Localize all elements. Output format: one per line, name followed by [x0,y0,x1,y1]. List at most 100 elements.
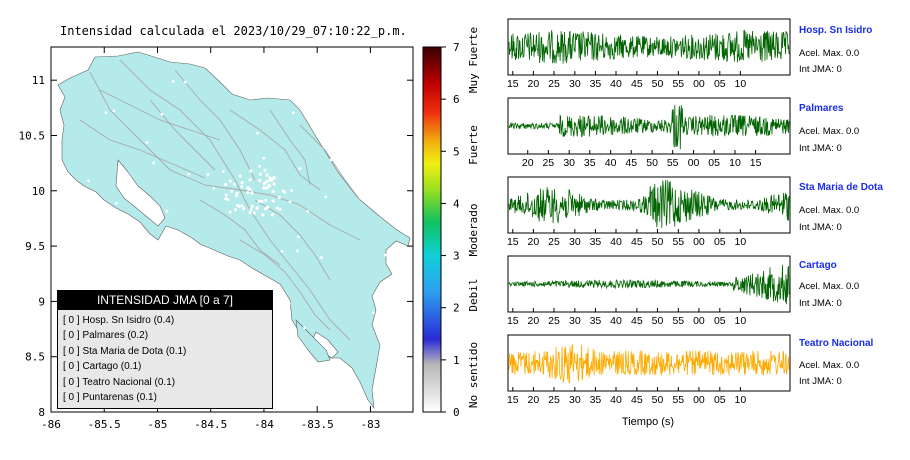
city-dot [252,211,256,215]
time-tick-label: 35 [590,236,602,248]
nicoya-gulf [115,159,166,227]
waveform-trace [508,264,790,305]
x-tick-label: -85.5 [88,418,121,431]
y-tick-label: 8 [38,406,45,419]
time-tick-label: 10 [735,236,747,248]
time-tick-label: 55 [672,315,684,327]
city-dot [268,176,272,179]
waveform-panel: 15 20 25 30 35 40 45 50 55 00 05 10 [507,176,791,248]
time-tick-label: 20 [528,315,540,327]
city-dot [112,109,116,113]
time-tick-label: 05 [714,78,726,90]
time-tick-label: 30 [569,236,581,248]
colorbar-intensity-label: Debil [467,278,480,311]
city-dot [183,80,187,84]
city-dot [271,189,275,194]
colorbar-intensity-label: No sentido [467,342,480,408]
time-tick-label: 40 [610,78,622,90]
legend-item: [ 0 ] Puntarenas (0.1) [63,391,157,403]
time-tick-label: 35 [590,315,602,327]
colorbar-gradient [422,46,442,413]
city-dot [239,285,243,288]
time-tick-label: 25 [542,157,554,169]
city-dot [145,140,149,144]
time-tick-label: 20 [522,157,534,169]
colorbar-tick-label: 5 [453,145,460,158]
city-dot [303,326,307,330]
city-dot [265,173,269,177]
time-tick-label: 05 [714,236,726,248]
intensity-legend: INTENSIDAD JMA [0 a 7] [ 0 ] Hosp. Sn Is… [57,290,273,409]
time-tick-label: 05 [714,394,726,406]
city-dot [283,190,287,194]
city-dot [228,210,232,214]
time-tick-label: 55 [667,157,679,169]
city-dot [369,156,373,160]
city-dot [283,308,287,311]
city-dot [154,210,158,214]
time-tick-label: 55 [672,236,684,248]
colorbar-tick-label: 6 [453,93,460,106]
city-dot [271,213,275,217]
city-dot [250,191,254,195]
city-dot [271,199,275,203]
station-int: Int JMA: 0 [799,143,842,154]
y-tick-label: 10 [32,185,45,198]
road-network [79,59,361,341]
legend-item: [ 0 ] Teatro Nacional (0.1) [63,376,176,388]
time-tick-label: 30 [569,78,581,90]
station-acel: Acel. Max. 0.0 [799,126,860,137]
city-dot [237,204,241,208]
city-dot [165,209,169,213]
time-tick-label: 50 [652,394,664,406]
time-tick-label: 30 [569,394,581,406]
colorbar-tick-label: 0 [453,406,460,419]
station-name: Cartago [799,260,837,271]
city-dot [264,198,268,202]
station-int: Int JMA: 0 [799,298,842,309]
time-tick-label: 50 [652,236,664,248]
time-tick-label: 45 [631,394,643,406]
city-dot [280,250,284,253]
time-tick-label: 55 [672,394,684,406]
time-tick-label: 00 [693,78,705,90]
time-tick-label: 45 [625,157,637,169]
city-dot [296,249,299,253]
city-dot [171,80,175,83]
city-dot [176,249,180,253]
city-dot [223,182,228,187]
time-tick-label: 10 [735,394,747,406]
colorbar-tick-label: 1 [453,354,460,367]
y-tick-label: 9 [38,295,45,308]
city-dot [249,207,253,211]
x-tick-label: -84.5 [194,418,227,431]
city-dot [87,179,91,183]
x-tick-label: -84 [254,418,274,431]
time-tick-label: 50 [652,78,664,90]
city-dot [104,111,108,115]
time-tick-label: 35 [590,394,602,406]
city-dot [306,210,310,213]
city-dot [260,199,264,204]
time-tick-label: 40 [610,394,622,406]
time-tick-label: 35 [590,78,602,90]
city-dot [275,206,279,210]
city-dot [263,168,267,172]
colorbar-ticks: 0 1 2 3 4 5 6 7 [441,41,460,419]
time-tick-label: 15 [507,394,519,406]
station-name: Teatro Nacional [799,338,874,349]
x-tick-label: -83.5 [301,418,334,431]
city-dot [240,181,244,185]
city-dot [187,172,191,176]
colorbar-intensity-label: Fuerte [467,125,480,165]
station-int: Int JMA: 0 [799,376,842,387]
city-dot [290,189,293,193]
y-tick-label: 8.5 [25,351,45,364]
station-name: Sta Maria de Dota [799,182,883,193]
time-tick-label: 10 [729,157,741,169]
city-dot [383,253,387,257]
legend-item: [ 0 ] Cartago (0.1) [63,361,142,373]
city-dot [228,179,232,183]
waveform-panels: 15 20 25 30 35 40 45 50 55 00 05 10 20 25 30 35 40 45 50 55… [507,18,791,406]
